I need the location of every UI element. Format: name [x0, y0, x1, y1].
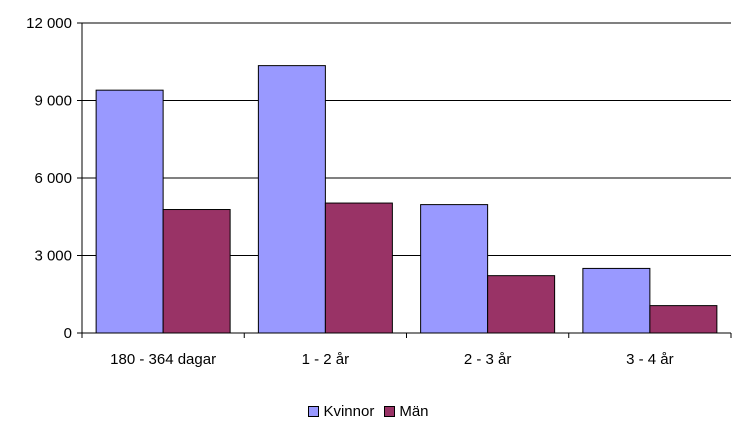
- bar: [649, 305, 718, 334]
- legend-label-man: Män: [399, 403, 429, 420]
- y-tick-label: 9 000: [34, 93, 72, 110]
- y-tick-label: 6 000: [34, 170, 72, 187]
- x-tick-label: 1 - 2 år: [302, 351, 350, 368]
- bar: [582, 267, 651, 334]
- bar: [95, 89, 164, 334]
- x-tick-label: 3 - 4 år: [626, 351, 674, 368]
- legend: Kvinnor Män: [0, 403, 737, 420]
- legend-item-man: Män: [384, 403, 429, 420]
- bar: [257, 65, 326, 334]
- y-tick-label: 3 000: [34, 248, 72, 265]
- legend-item-kvinnor: Kvinnor: [308, 403, 374, 420]
- y-tick-labels: 0 3 000 6 000 9 000 12 000: [26, 15, 82, 342]
- legend-label-kvinnor: Kvinnor: [323, 403, 375, 420]
- bar: [420, 204, 489, 334]
- x-tick-label: 2 - 3 år: [464, 351, 512, 368]
- legend-swatch-man: [384, 406, 396, 417]
- bars: [95, 65, 718, 334]
- y-tick-label: 0: [64, 325, 72, 342]
- y-tick-label: 12 000: [26, 15, 72, 32]
- x-tick-labels: 180 - 364 dagar 1 - 2 år 2 - 3 år 3 - 4 år: [110, 351, 673, 368]
- bar: [487, 275, 556, 334]
- legend-swatch-kvinnor: [308, 406, 320, 417]
- bar: [162, 209, 231, 334]
- x-tick-label: 180 - 364 dagar: [110, 351, 216, 368]
- bar: [324, 202, 393, 334]
